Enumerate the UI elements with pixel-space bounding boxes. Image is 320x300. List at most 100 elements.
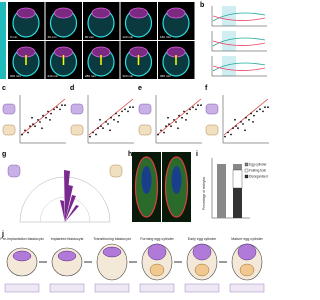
epiblast: [102, 246, 122, 258]
time-stamp: 80 min: [85, 35, 94, 39]
point: [89, 135, 91, 138]
time-stamp: 0 min: [10, 35, 18, 39]
point: [170, 125, 172, 128]
panel-letter: c: [2, 85, 6, 92]
panel-letter: h: [128, 151, 132, 158]
exe: [194, 263, 210, 277]
axis: [155, 95, 202, 144]
time-stamp: 40 min: [48, 35, 57, 39]
bar-seg: [232, 169, 243, 189]
trace: [212, 37, 266, 47]
panel-letter: b: [200, 2, 204, 9]
panels: 0 min 40 min 80 min 120 min 160 min 200 min 24…: [0, 2, 269, 293]
point: [183, 110, 185, 113]
point: [110, 116, 112, 119]
trace: [212, 65, 266, 71]
point: [192, 106, 194, 109]
point: [235, 125, 237, 127]
shade: [222, 31, 236, 51]
point: [41, 127, 43, 130]
time-stamp: 280 min: [85, 74, 96, 78]
point: [61, 104, 63, 107]
inset: [2, 103, 16, 115]
point: [252, 121, 254, 123]
point: [237, 127, 239, 130]
point: [175, 121, 177, 123]
point: [56, 106, 58, 109]
point: [37, 119, 39, 121]
axis-label: Percentage of embryos: [202, 177, 206, 210]
axis: [222, 95, 269, 144]
exe: [149, 263, 165, 277]
panel-letter: j: [1, 231, 4, 238]
inset: [70, 124, 84, 136]
stage-label: Implanted blastocyst: [51, 237, 84, 241]
note-box: [49, 283, 85, 293]
inset: [138, 103, 152, 115]
axis: [87, 95, 134, 144]
note-box: [184, 283, 220, 293]
inset: [2, 124, 16, 136]
point: [99, 118, 101, 121]
point: [107, 123, 109, 125]
point: [132, 106, 134, 109]
point: [200, 104, 202, 107]
point: [250, 112, 252, 115]
stage-label: Forming egg cylinder: [140, 237, 174, 241]
stage-label: Transitioning blastocyst: [93, 237, 130, 241]
point: [186, 112, 188, 115]
time-stamp: 360 min: [160, 74, 171, 78]
stage-label: Early egg cylinder: [188, 237, 217, 241]
point: [168, 123, 170, 125]
inset: [138, 124, 152, 136]
stage-label: Pre-implantation blastocyst: [0, 237, 43, 241]
epiblast: [57, 250, 77, 262]
legend-label: Folding ExE: [249, 169, 266, 173]
time-stamp: 320 min: [123, 74, 134, 78]
time-stamp: 120 min: [123, 35, 134, 39]
point: [244, 129, 246, 132]
shade: [222, 6, 236, 26]
point: [167, 116, 169, 119]
bar-seg: [217, 164, 226, 218]
point: [178, 114, 180, 117]
point: [259, 108, 261, 111]
fit-line: [20, 98, 66, 136]
axis: [211, 6, 267, 27]
polar-bar: [60, 200, 65, 222]
bar-seg: [233, 164, 242, 170]
axis: [19, 95, 66, 144]
point: [50, 112, 52, 115]
epiblast: [166, 7, 186, 19]
panel-letter: d: [70, 85, 74, 92]
point: [256, 110, 258, 113]
point: [59, 108, 61, 111]
point: [173, 119, 175, 121]
point: [34, 125, 36, 128]
time-stamp: 240 min: [48, 74, 59, 78]
point: [113, 118, 115, 121]
epiblast: [129, 7, 148, 19]
point: [118, 114, 120, 117]
fit-line: [156, 98, 202, 136]
point: [21, 133, 23, 136]
trace: [212, 62, 266, 72]
point: [109, 129, 111, 132]
point: [29, 125, 31, 128]
point: [160, 129, 162, 132]
point: [224, 135, 226, 138]
panel-letter: e: [138, 85, 142, 92]
point: [31, 116, 33, 119]
point: [245, 116, 247, 119]
point: [181, 116, 183, 119]
inset: [205, 124, 219, 136]
shade: [222, 56, 236, 76]
point: [262, 110, 264, 113]
point: [124, 108, 126, 111]
point: [115, 112, 117, 115]
trace: [212, 15, 266, 21]
polar-bar: [65, 185, 73, 222]
axis: [211, 31, 267, 52]
point: [92, 131, 94, 134]
